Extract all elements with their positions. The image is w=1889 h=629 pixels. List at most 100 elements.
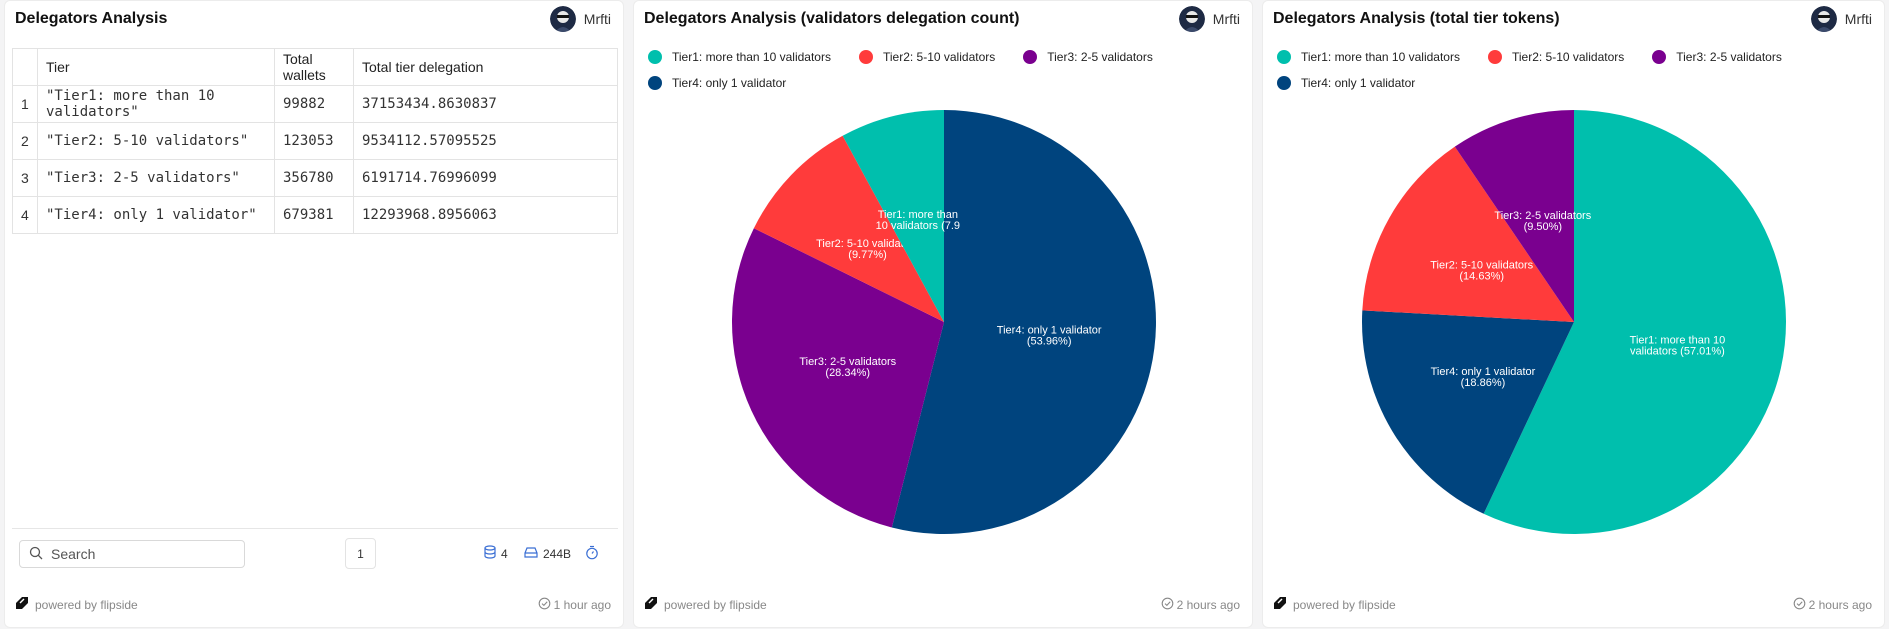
- pie-slice[interactable]: [1362, 310, 1574, 514]
- pie-slice[interactable]: [1483, 110, 1786, 534]
- storage-icon: [523, 545, 539, 562]
- pie-chart: Tier4: only 1 validator (53.96%) Tier3: 2-…: [732, 110, 1156, 534]
- powered-by-label[interactable]: powered by flipside: [1293, 597, 1396, 612]
- legend-item-tier2[interactable]: Tier2: 5-10 validators: [1487, 49, 1625, 65]
- avatar[interactable]: [1810, 6, 1837, 32]
- author[interactable]: Mrfti: [1810, 6, 1872, 32]
- legend-label: Tier2: 5-10 validators: [1511, 50, 1625, 64]
- row-index: 2: [12, 122, 38, 160]
- pie-slice[interactable]: [753, 135, 944, 322]
- delegation-cell: 37153434.8630837: [353, 85, 618, 123]
- pie-slice[interactable]: [1454, 110, 1574, 322]
- legend-item-tier2[interactable]: Tier2: 5-10 validators: [858, 49, 996, 65]
- author[interactable]: Mrfti: [1178, 6, 1240, 32]
- table-header-row: Tier Total wallets Total tier delegation: [12, 48, 618, 86]
- tier-cell: "Tier2: 5-10 validators": [37, 122, 275, 160]
- last-updated: 2 hours ago: [1161, 597, 1240, 613]
- powered-by[interactable]: powered by flipside: [644, 596, 767, 613]
- slice-label: Tier3: 2-5 validators (9.50%): [1494, 210, 1591, 233]
- slice-label: Tier2: 5-10 validators (9.77%): [816, 238, 919, 261]
- table-row: 2 "Tier2: 5-10 validators" 123053 953411…: [12, 122, 618, 160]
- tier-cell: "Tier4: only 1 validator": [37, 196, 275, 234]
- slice-label: Tier2: 5-10 validators (14.63%): [1430, 259, 1533, 282]
- table-panel: Delegators Analysis Mrfti Tier Total wal…: [4, 0, 624, 628]
- delegation-cell: 12293968.8956063: [353, 196, 618, 234]
- powered-by[interactable]: powered by flipside: [15, 596, 138, 613]
- search-input[interactable]: Search: [19, 540, 245, 568]
- legend-label: Tier4: only 1 validator: [672, 76, 787, 90]
- delegation-cell: 9534112.57095525: [353, 122, 618, 160]
- index-column-header: [12, 48, 38, 86]
- last-updated: 2 hours ago: [1793, 597, 1872, 613]
- powered-by-label[interactable]: powered by flipside: [664, 597, 767, 612]
- last-updated-label: 2 hours ago: [1808, 598, 1872, 612]
- legend-item-tier3[interactable]: Tier3: 2-5 validators: [1652, 49, 1782, 65]
- row-count-value: 4: [501, 546, 508, 561]
- search-placeholder: Search: [51, 546, 96, 562]
- timer-button[interactable]: [585, 545, 599, 563]
- pie-slice[interactable]: [891, 110, 1156, 534]
- column-header[interactable]: Total wallets: [274, 48, 354, 86]
- legend-swatch: [1277, 50, 1291, 64]
- legend-swatch: [648, 76, 662, 90]
- column-header[interactable]: Total tier delegation: [353, 48, 618, 86]
- avatar[interactable]: [1178, 6, 1205, 32]
- tier-cell: "Tier3: 2-5 validators": [37, 159, 275, 197]
- page-number-button[interactable]: 1: [345, 538, 376, 569]
- legend-label: Tier2: 5-10 validators: [882, 50, 996, 64]
- legend-label: Tier1: more than 10 validators: [1301, 50, 1460, 64]
- chart-legend: Tier1: more than 10 validators Tier2: 5-…: [1277, 49, 1867, 91]
- pie-chart: Tier1: more than 10 validators (57.01%) Ti…: [1362, 110, 1786, 534]
- count-chart-panel: Delegators Analysis (validators delegati…: [633, 0, 1253, 628]
- tier-cell: "Tier1: more than 10 validators": [37, 85, 275, 123]
- legend-swatch: [648, 50, 662, 64]
- table-footer-divider: [12, 528, 618, 529]
- data-size-value: 244B: [543, 546, 572, 561]
- last-updated-label: 1 hour ago: [553, 598, 611, 612]
- wallets-cell: 123053: [274, 122, 354, 160]
- author-name[interactable]: Mrfti: [583, 11, 611, 27]
- refresh-check-icon: [1161, 597, 1174, 613]
- column-header[interactable]: Tier: [37, 48, 275, 86]
- pie-slice[interactable]: [1362, 146, 1574, 322]
- powered-by-label[interactable]: powered by flipside: [35, 597, 138, 612]
- legend-swatch: [1277, 76, 1291, 90]
- flipside-logo-icon: [15, 596, 29, 613]
- last-updated-label: 2 hours ago: [1176, 598, 1240, 612]
- refresh-check-icon: [1793, 597, 1806, 613]
- slice-label: Tier3: 2-5 validators (28.34%): [799, 356, 896, 379]
- legend-label: Tier3: 2-5 validators: [1676, 50, 1782, 64]
- search-icon: [29, 546, 43, 563]
- slice-label: Tier1: more than 10 validators (57.01%): [1630, 335, 1726, 358]
- legend-item-tier3[interactable]: Tier3: 2-5 validators: [1023, 49, 1153, 65]
- slice-label: Tier4: only 1 validator (53.96%): [997, 325, 1102, 348]
- slice-label: Tier4: only 1 validator (18.86%): [1431, 366, 1536, 389]
- author-name[interactable]: Mrfti: [1212, 11, 1240, 27]
- legend-item-tier4[interactable]: Tier4: only 1 validator: [1277, 75, 1415, 91]
- powered-by[interactable]: powered by flipside: [1273, 596, 1396, 613]
- pie-slice[interactable]: [732, 228, 944, 528]
- legend-item-tier1[interactable]: Tier1: more than 10 validators: [1277, 49, 1460, 65]
- flipside-logo-icon: [1273, 596, 1287, 613]
- author-name[interactable]: Mrfti: [1844, 11, 1872, 27]
- database-icon: [483, 545, 497, 562]
- row-index: 3: [12, 159, 38, 197]
- avatar[interactable]: [549, 6, 576, 32]
- legend-label: Tier3: 2-5 validators: [1047, 50, 1153, 64]
- data-table: Tier Total wallets Total tier delegation…: [12, 48, 618, 234]
- pie-slice[interactable]: [842, 110, 944, 322]
- legend-swatch: [1487, 50, 1502, 64]
- legend-item-tier4[interactable]: Tier4: only 1 validator: [648, 75, 786, 91]
- table-row: 3 "Tier3: 2-5 validators" 356780 6191714…: [12, 159, 618, 197]
- chart-legend: Tier1: more than 10 validators Tier2: 5-…: [648, 49, 1238, 91]
- wallets-cell: 356780: [274, 159, 354, 197]
- legend-swatch: [858, 50, 873, 64]
- last-updated: 1 hour ago: [538, 597, 611, 613]
- legend-item-tier1[interactable]: Tier1: more than 10 validators: [648, 49, 831, 65]
- delegation-cell: 6191714.76996099: [353, 159, 618, 197]
- timer-icon[interactable]: [585, 545, 599, 563]
- wallets-cell: 99882: [274, 85, 354, 123]
- chart-title: Delegators Analysis (total tier tokens): [1273, 10, 1560, 27]
- table-row: 1 "Tier1: more than 10 validators" 99882…: [12, 85, 618, 123]
- author[interactable]: Mrfti: [549, 6, 611, 32]
